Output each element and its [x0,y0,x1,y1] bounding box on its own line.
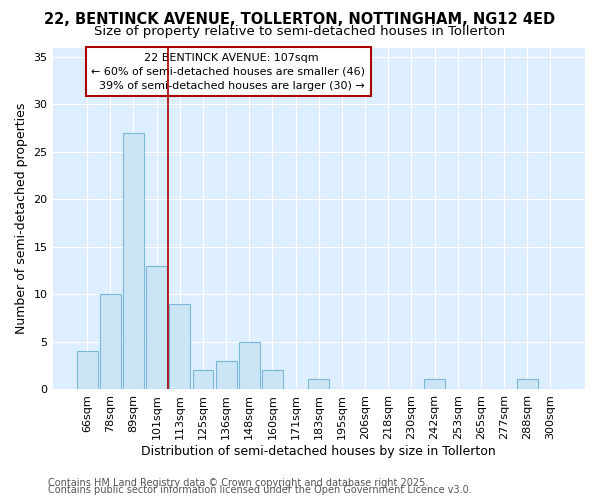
Text: 22 BENTINCK AVENUE: 107sqm
← 60% of semi-detached houses are smaller (46)
  39% : 22 BENTINCK AVENUE: 107sqm ← 60% of semi… [91,52,365,90]
Bar [308,380,329,389]
Bar [517,380,538,389]
Bar [262,370,283,389]
Y-axis label: Number of semi-detached properties: Number of semi-detached properties [15,102,28,334]
Bar [77,351,98,389]
X-axis label: Distribution of semi-detached houses by size in Tollerton: Distribution of semi-detached houses by … [142,444,496,458]
Text: Contains HM Land Registry data © Crown copyright and database right 2025.: Contains HM Land Registry data © Crown c… [48,478,428,488]
Bar [100,294,121,389]
Bar [239,342,260,389]
Text: Contains public sector information licensed under the Open Government Licence v3: Contains public sector information licen… [48,485,472,495]
Text: 22, BENTINCK AVENUE, TOLLERTON, NOTTINGHAM, NG12 4ED: 22, BENTINCK AVENUE, TOLLERTON, NOTTINGH… [44,12,556,28]
Bar [169,304,190,389]
Bar [424,380,445,389]
Bar [123,133,144,389]
Text: Size of property relative to semi-detached houses in Tollerton: Size of property relative to semi-detach… [94,25,506,38]
Bar [193,370,214,389]
Bar [146,266,167,389]
Bar [216,360,236,389]
